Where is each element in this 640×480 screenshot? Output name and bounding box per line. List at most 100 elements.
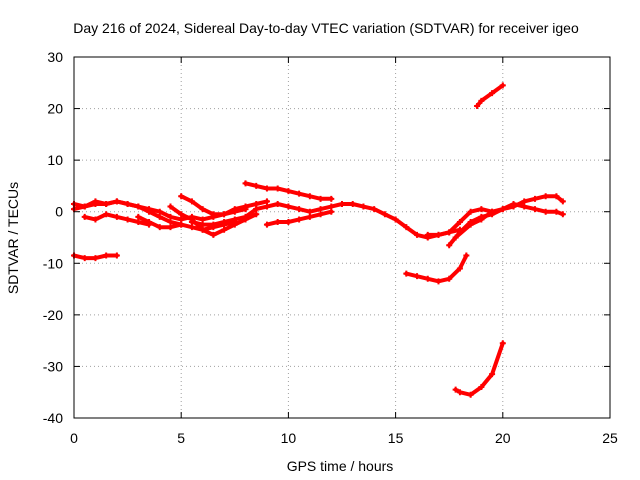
data-point <box>467 208 474 215</box>
data-point <box>263 203 270 210</box>
y-tick-label: -30 <box>43 358 63 374</box>
data-point <box>478 206 485 213</box>
series-line <box>136 214 237 232</box>
data-point <box>221 226 228 233</box>
data-point <box>242 180 249 187</box>
series-arc-9 <box>253 200 463 241</box>
data-point <box>424 231 431 238</box>
y-tick-label: 30 <box>47 49 63 65</box>
data-point <box>135 203 142 210</box>
data-point <box>221 211 228 218</box>
data-point <box>156 208 163 215</box>
data-point <box>210 211 217 218</box>
data-point <box>328 195 335 202</box>
data-point <box>124 216 131 223</box>
data-point <box>285 203 292 210</box>
data-point <box>392 216 399 223</box>
data-point <box>542 208 549 215</box>
data-point <box>135 213 142 220</box>
data-point <box>467 221 474 228</box>
data-point <box>242 206 249 213</box>
data-point <box>146 219 153 226</box>
data-point <box>285 188 292 195</box>
data-point <box>113 198 120 205</box>
data-point <box>210 231 217 238</box>
data-point <box>489 371 496 378</box>
data-point <box>474 102 481 109</box>
data-point <box>146 206 153 213</box>
data-point <box>231 216 238 223</box>
x-tick-label: 20 <box>495 430 511 446</box>
data-point <box>553 193 560 200</box>
data-point <box>317 211 324 218</box>
series-arc-12 <box>403 252 470 285</box>
data-point <box>424 275 431 282</box>
data-point <box>452 234 459 241</box>
x-tick-label: 10 <box>281 430 297 446</box>
data-point <box>103 200 110 207</box>
data-point <box>231 208 238 215</box>
data-point <box>306 193 313 200</box>
data-point <box>253 200 260 207</box>
data-point <box>456 389 463 396</box>
data-point <box>531 195 538 202</box>
y-tick-label: 10 <box>47 152 63 168</box>
data-point <box>199 206 206 213</box>
data-point <box>489 90 496 97</box>
y-tick-label: 20 <box>47 101 63 117</box>
axis-ticks: 0 5 10 15 20 25 -40 -30 -20 -10 0 10 20 30 <box>43 49 618 446</box>
data-point <box>559 198 566 205</box>
data-point <box>446 275 453 282</box>
data-point <box>113 213 120 220</box>
data-point <box>446 229 453 236</box>
data-point <box>414 231 421 238</box>
data-point <box>167 219 174 226</box>
data-point <box>403 270 410 277</box>
data-point <box>274 185 281 192</box>
data-point <box>349 200 356 207</box>
data-point <box>553 208 560 215</box>
data-point <box>199 221 206 228</box>
data-series <box>71 82 566 398</box>
data-point <box>263 185 270 192</box>
y-tick-label: -40 <box>43 410 63 426</box>
data-point <box>178 193 185 200</box>
data-point <box>92 255 99 262</box>
data-point <box>296 190 303 197</box>
data-point <box>263 198 270 205</box>
series-arc-15 <box>424 206 496 238</box>
data-point <box>306 213 313 220</box>
series-arc-3 <box>81 211 153 228</box>
data-point <box>167 213 174 220</box>
data-point <box>253 206 260 213</box>
data-point <box>103 211 110 218</box>
x-axis-title: GPS time / hours <box>287 458 394 474</box>
data-point <box>178 221 185 228</box>
data-point <box>113 252 120 259</box>
data-point <box>446 242 453 249</box>
data-point <box>103 252 110 259</box>
data-point <box>167 203 174 210</box>
data-point <box>253 182 260 189</box>
data-point <box>478 384 485 391</box>
series-arc-16 <box>452 340 506 398</box>
data-point <box>328 203 335 210</box>
data-point <box>156 213 163 220</box>
data-point <box>328 208 335 215</box>
data-point <box>499 82 506 89</box>
data-point <box>188 219 195 226</box>
data-point <box>263 221 270 228</box>
data-point <box>242 213 249 220</box>
data-point <box>274 219 281 226</box>
x-tick-label: 5 <box>177 430 185 446</box>
data-point <box>510 200 517 207</box>
data-point <box>253 211 260 218</box>
series-line <box>447 194 565 248</box>
data-point <box>156 224 163 231</box>
data-point <box>360 203 367 210</box>
data-point <box>381 211 388 218</box>
series-arc-8 <box>242 180 335 202</box>
x-tick-label: 15 <box>388 430 404 446</box>
x-tick-label: 0 <box>70 430 78 446</box>
data-point <box>542 193 549 200</box>
